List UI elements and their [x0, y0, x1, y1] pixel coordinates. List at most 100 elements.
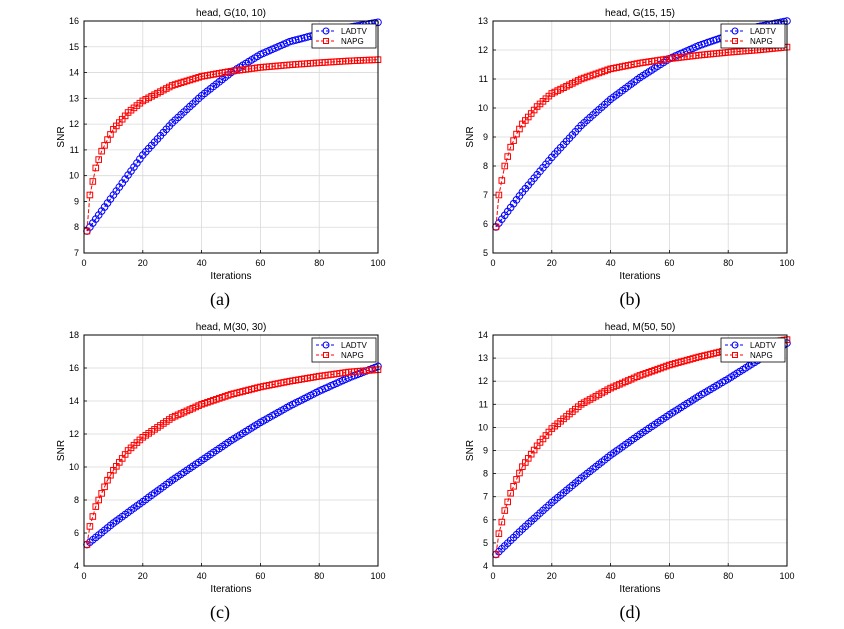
series-line: [86, 59, 379, 232]
legend-label: NAPG: [341, 351, 364, 360]
data-point: [98, 490, 105, 497]
legend-marker-circle: [731, 341, 739, 349]
x-tick-label: 80: [314, 571, 324, 581]
legend-marker-square: [323, 38, 329, 44]
y-tick-label: 6: [483, 219, 488, 229]
legend-marker-square: [732, 352, 738, 358]
y-tick-label: 14: [69, 68, 79, 78]
legend-box: [311, 337, 377, 363]
y-tick-label: 11: [479, 74, 488, 84]
y-tick-label: 14: [478, 330, 488, 340]
y-axis-label: SNR: [465, 440, 476, 461]
data-point: [501, 507, 509, 514]
data-point: [495, 530, 503, 537]
axes-box: [83, 20, 379, 254]
y-tick-label: 8: [483, 469, 488, 479]
y-tick-label: 4: [483, 561, 488, 571]
y-tick-label: 13: [478, 353, 488, 363]
data-point: [495, 191, 503, 199]
axes-box: [83, 334, 379, 567]
series-line: [86, 369, 379, 545]
x-tick-label: 60: [255, 258, 265, 268]
series-napg: [492, 336, 791, 558]
legend-label: LADTV: [750, 341, 776, 350]
y-tick-label: 8: [483, 161, 488, 171]
legend-marker-square: [732, 38, 738, 44]
x-tick-label: 60: [255, 571, 265, 581]
y-tick-label: 12: [69, 119, 79, 129]
legend-box: [720, 23, 786, 49]
x-tick-label: 20: [138, 258, 148, 268]
x-tick-label: 0: [81, 571, 86, 581]
y-tick-label: 13: [69, 93, 79, 103]
y-tick-label: 10: [69, 171, 79, 181]
grid: [492, 20, 788, 254]
series-line: [86, 365, 379, 545]
data-point: [498, 177, 506, 184]
x-tick-label: 80: [723, 258, 733, 268]
y-tick-label: 4: [74, 561, 79, 571]
data-point: [92, 503, 100, 510]
x-tick-label: 20: [138, 571, 148, 581]
data-point: [95, 496, 103, 504]
x-tick-label: 0: [490, 571, 495, 581]
panel-caption: (a): [210, 289, 230, 310]
data-point: [101, 142, 108, 149]
y-tick-label: 12: [69, 429, 79, 439]
y-tick-label: 12: [478, 376, 488, 386]
x-tick-label: 20: [547, 571, 557, 581]
chart-title: head, G(15, 15): [605, 8, 675, 19]
panel-caption: (b): [620, 289, 641, 310]
x-tick-label: 80: [314, 258, 324, 268]
series-napg: [83, 56, 382, 235]
x-tick-label: 40: [606, 258, 616, 268]
x-tick-label: 0: [490, 258, 495, 268]
series-line: [495, 46, 788, 227]
chart-panel: 0 20 40 60 80 100 7 8 9 10 11 12 13 14 15 16 head, G(10,…: [56, 8, 386, 310]
legend-marker-circle: [322, 341, 330, 349]
y-tick-label: 9: [74, 196, 79, 206]
chart-title: head, M(50, 50): [605, 322, 676, 333]
y-tick-label: 10: [69, 462, 79, 472]
y-axis-label: SNR: [56, 126, 67, 147]
chart-title: head, G(10, 10): [196, 8, 266, 19]
y-tick-label: 10: [478, 422, 488, 432]
y-tick-label: 5: [483, 538, 488, 548]
series-ladtv: [492, 339, 791, 559]
y-tick-label: 10: [478, 103, 488, 113]
x-tick-label: 40: [197, 571, 207, 581]
legend-label: NAPG: [750, 37, 773, 46]
chart-panel: 0 20 40 60 80 100 5 6 7 8 9 10 11 12 13 head, G(15, 15)…: [465, 8, 795, 310]
y-axis-label: SNR: [56, 440, 67, 461]
panel-caption: (d): [620, 602, 641, 623]
x-tick-label: 80: [723, 571, 733, 581]
legend-marker-square: [323, 352, 329, 358]
x-tick-label: 100: [370, 571, 385, 581]
data-point: [86, 191, 94, 199]
legend-marker-circle: [322, 27, 330, 35]
y-tick-label: 16: [69, 363, 79, 373]
series-ladtv: [83, 18, 382, 235]
data-point: [504, 498, 511, 506]
data-point: [513, 476, 520, 483]
y-tick-label: 9: [483, 132, 488, 142]
data-point: [507, 489, 514, 497]
data-point: [101, 483, 108, 491]
data-point: [95, 156, 103, 163]
x-tick-label: 60: [664, 258, 674, 268]
y-tick-label: 8: [74, 495, 79, 505]
y-tick-label: 6: [483, 515, 488, 525]
y-tick-label: 11: [70, 145, 79, 155]
x-tick-label: 100: [779, 258, 794, 268]
y-tick-label: 12: [478, 45, 488, 55]
x-tick-label: 20: [547, 258, 557, 268]
data-point: [92, 164, 100, 172]
x-tick-label: 100: [370, 258, 385, 268]
legend-label: LADTV: [750, 27, 776, 36]
y-tick-label: 7: [483, 190, 488, 200]
x-tick-label: 0: [81, 258, 86, 268]
data-point: [498, 518, 506, 526]
data-point: [501, 162, 509, 170]
